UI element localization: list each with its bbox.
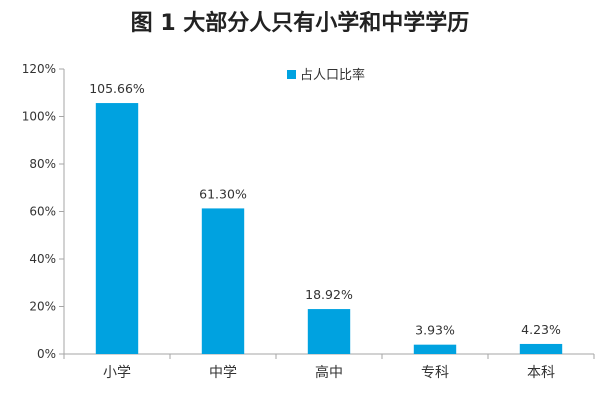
y-ticks: 0% 20% 40% 60% 80% 100% 120%	[22, 62, 64, 361]
legend: 占人口比率	[287, 67, 365, 83]
y-tick-label: 20%	[29, 300, 56, 314]
data-label: 61.30%	[199, 186, 247, 201]
x-tick-label: 高中	[315, 364, 343, 381]
x-tick-label: 中学	[209, 365, 237, 381]
data-labels: 105.66% 61.30% 18.92% 3.93% 4.23%	[89, 81, 561, 338]
x-tick-label: 小学	[103, 365, 131, 381]
bar-1	[95, 103, 139, 355]
x-tick-label: 本科	[527, 365, 555, 381]
bars	[95, 103, 563, 355]
x-ticks: 小学 中学 高中 专科 本科	[63, 354, 595, 381]
x-tick-label: 专科	[421, 365, 449, 381]
bar-3	[307, 309, 351, 354]
data-label: 105.66%	[89, 81, 145, 96]
y-tick-label: 40%	[29, 252, 56, 266]
y-tick-label: 60%	[29, 205, 56, 219]
bar-5	[519, 343, 563, 354]
y-tick-label: 120%	[22, 62, 56, 76]
bar-2	[201, 208, 245, 354]
data-label: 18.92%	[305, 287, 353, 302]
legend-label: 占人口比率	[300, 67, 365, 83]
y-tick-label: 100%	[22, 110, 56, 124]
y-tick-label: 80%	[29, 157, 56, 171]
y-tick-label: 0%	[37, 347, 56, 361]
bar-4	[413, 344, 457, 354]
chart-title: 图 1 大部分人只有小学和中学学历	[131, 10, 470, 36]
legend-swatch	[287, 70, 296, 79]
data-label: 3.93%	[415, 323, 455, 338]
data-label: 4.23%	[521, 322, 561, 337]
